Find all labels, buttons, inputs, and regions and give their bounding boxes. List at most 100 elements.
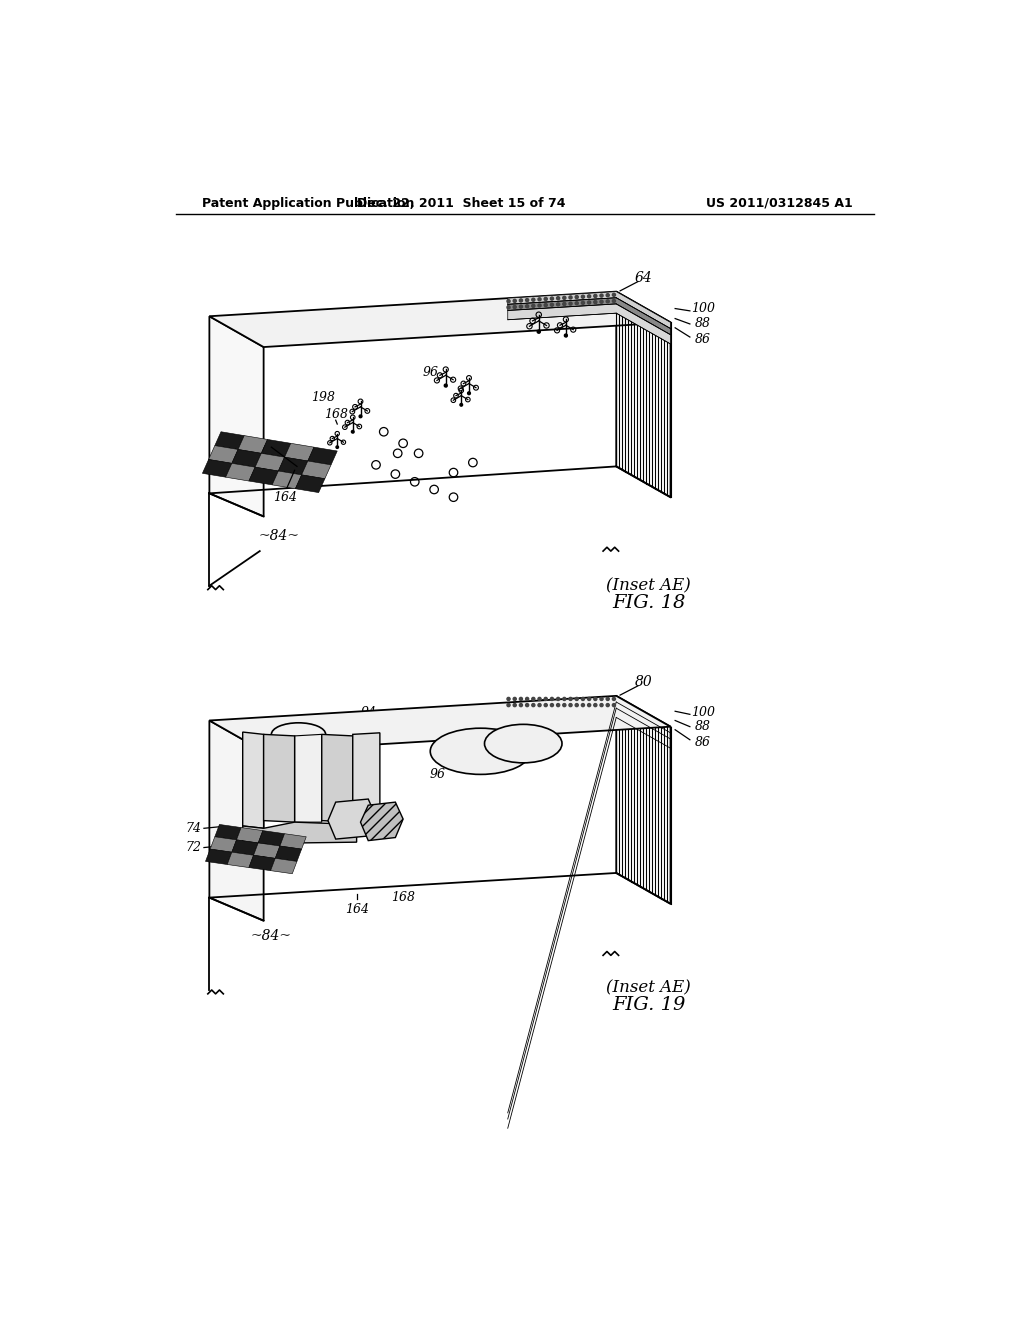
Circle shape [582,697,585,701]
Text: 164: 164 [273,491,297,504]
Polygon shape [209,721,263,921]
Polygon shape [616,696,671,904]
Polygon shape [261,440,291,457]
Circle shape [550,697,554,701]
Circle shape [544,304,547,306]
Polygon shape [275,846,302,862]
Polygon shape [263,734,295,822]
Circle shape [525,704,528,706]
Polygon shape [231,449,261,467]
Text: 80: 80 [635,675,652,689]
Circle shape [594,294,597,297]
Polygon shape [215,432,245,449]
Circle shape [544,704,547,706]
Circle shape [588,697,591,701]
Circle shape [513,305,516,309]
Circle shape [531,697,535,701]
Text: 168: 168 [324,408,348,421]
Circle shape [563,302,566,305]
Circle shape [606,704,609,706]
Polygon shape [249,467,279,484]
Polygon shape [352,733,380,829]
Polygon shape [280,834,306,849]
Circle shape [507,300,510,302]
Circle shape [582,296,585,298]
Circle shape [468,392,470,395]
Polygon shape [209,317,263,516]
Polygon shape [302,461,331,479]
Polygon shape [272,471,302,488]
Circle shape [600,704,603,706]
Circle shape [569,697,572,701]
Polygon shape [254,843,280,858]
Text: (Inset AE): (Inset AE) [606,577,691,594]
Text: 88: 88 [695,317,711,330]
Circle shape [612,293,615,297]
Circle shape [594,697,597,701]
Polygon shape [295,734,322,822]
Polygon shape [215,825,241,840]
Circle shape [563,704,566,706]
Polygon shape [616,292,671,498]
Circle shape [606,300,609,302]
Text: 96: 96 [422,366,438,379]
Circle shape [557,302,560,306]
Circle shape [594,301,597,304]
Text: 94: 94 [539,698,555,711]
Circle shape [557,297,560,300]
Text: 74: 74 [185,822,202,834]
Circle shape [531,305,535,308]
Circle shape [336,446,339,449]
Circle shape [519,697,522,701]
Circle shape [612,697,615,701]
Text: 88: 88 [695,721,711,733]
Text: 92: 92 [506,718,522,731]
Polygon shape [295,475,325,492]
Text: (Inset AE): (Inset AE) [606,979,691,997]
Polygon shape [255,453,285,471]
Polygon shape [243,733,263,829]
Circle shape [569,302,572,305]
Text: 72: 72 [185,841,202,854]
Circle shape [563,697,566,701]
Polygon shape [210,837,237,853]
Circle shape [588,301,591,304]
Polygon shape [308,447,337,465]
Text: 64: 64 [635,271,652,285]
Circle shape [519,298,522,302]
Circle shape [588,704,591,706]
Circle shape [569,296,572,300]
Circle shape [557,704,560,706]
Circle shape [600,300,603,304]
Text: ~84~: ~84~ [259,529,300,543]
Polygon shape [203,459,231,478]
Text: FIG. 18: FIG. 18 [612,594,685,612]
Polygon shape [279,457,308,475]
Circle shape [550,304,554,306]
Ellipse shape [484,725,562,763]
Circle shape [531,298,535,301]
Circle shape [569,704,572,706]
Circle shape [519,305,522,308]
Text: FIG. 19: FIG. 19 [612,997,685,1014]
Circle shape [612,300,615,302]
Circle shape [563,296,566,300]
Circle shape [525,298,528,302]
Circle shape [531,704,535,706]
Circle shape [550,297,554,300]
Circle shape [600,294,603,297]
Polygon shape [270,858,297,874]
Circle shape [519,704,522,706]
Circle shape [513,697,516,701]
Polygon shape [209,292,671,347]
Circle shape [550,704,554,706]
Polygon shape [227,853,254,867]
Circle shape [538,304,541,308]
Polygon shape [508,304,671,345]
Text: 96: 96 [430,768,446,781]
Text: 168: 168 [391,891,415,904]
Text: Patent Application Publication: Patent Application Publication [202,197,414,210]
Polygon shape [508,298,671,335]
Text: Dec. 22, 2011  Sheet 15 of 74: Dec. 22, 2011 Sheet 15 of 74 [357,197,565,210]
Polygon shape [225,463,255,480]
